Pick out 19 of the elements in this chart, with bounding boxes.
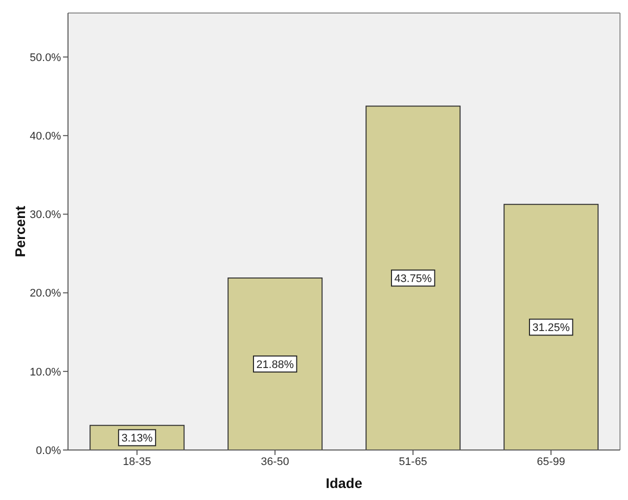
y-tick-label: 0.0% [36, 444, 62, 457]
y-tick-label: 10.0% [30, 366, 62, 378]
x-tick-label: 65-99 [536, 456, 566, 468]
y-tick-label: 20.0% [30, 288, 62, 300]
bar [504, 204, 599, 450]
y-tick-label: 30.0% [30, 209, 62, 222]
data-label: 21.88% [256, 359, 294, 372]
y-tick-label: 50.0% [30, 52, 62, 64]
x-tick-label: 18-35 [122, 456, 152, 468]
x-tick-label: 36-50 [260, 456, 290, 468]
y-axis-title: Percent [12, 205, 28, 258]
bar [228, 278, 323, 450]
data-label: 3.13% [121, 432, 153, 445]
bar [366, 106, 461, 450]
x-axis-title: Idade [326, 475, 362, 491]
data-label: 31.25% [532, 322, 570, 334]
data-label: 43.75% [394, 273, 432, 286]
x-tick-label: 51-65 [398, 456, 428, 468]
y-tick-label: 40.0% [30, 130, 62, 143]
